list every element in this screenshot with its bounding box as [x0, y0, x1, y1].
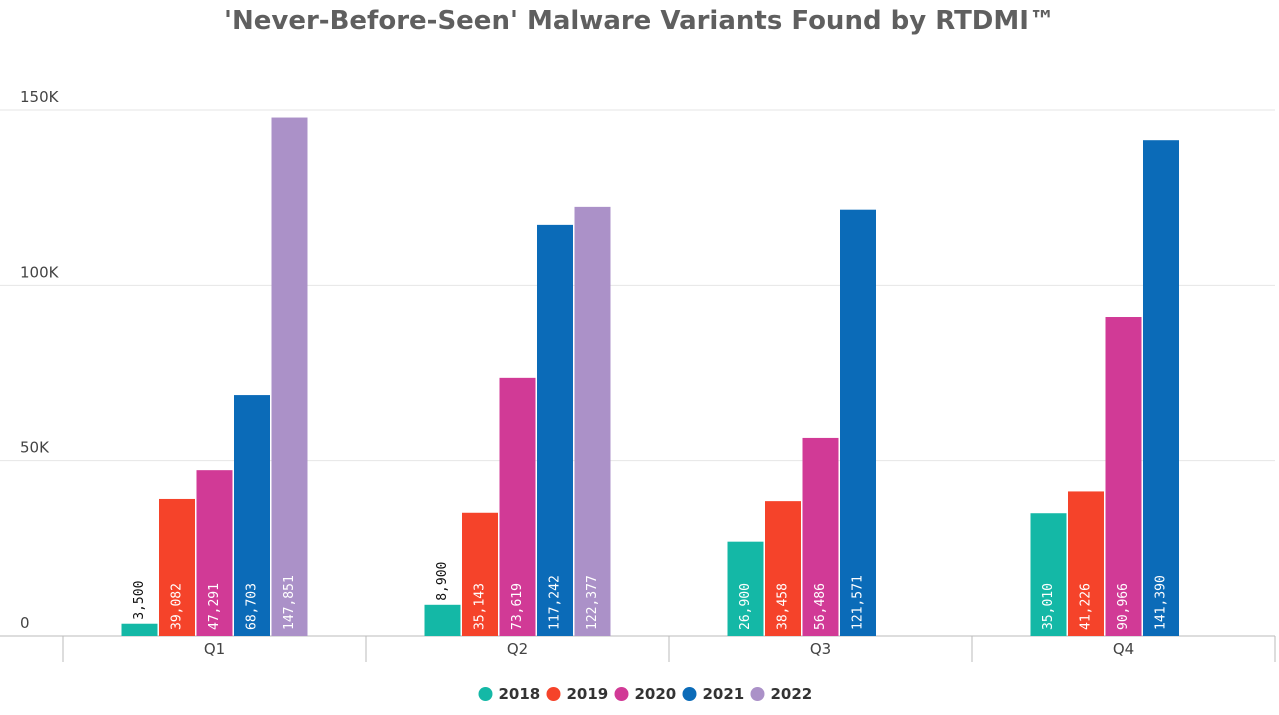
legend-marker-2021: [682, 687, 697, 701]
bar-2019-q2: [462, 512, 498, 636]
bar-2022-q1: [271, 117, 308, 636]
bar-2019-q4: [1068, 491, 1104, 636]
legend-marker-2019: [546, 687, 561, 701]
legend-label-2021: 2021: [703, 685, 745, 703]
bar-2019-q3: [765, 501, 801, 636]
x-tick-label: Q3: [810, 640, 831, 658]
bar-2020-q1: [196, 470, 233, 636]
data-label: 56,486: [813, 583, 828, 630]
bar-2018-q4: [1030, 513, 1067, 636]
legend-label-2020: 2020: [635, 685, 677, 703]
data-label: 121,571: [851, 575, 866, 630]
chart-title: 'Never-Before-Seen' Malware Variants Fou…: [224, 6, 1055, 36]
data-label: 68,703: [245, 583, 260, 630]
x-tick-label: Q1: [204, 640, 225, 658]
data-label: 26,900: [738, 583, 753, 630]
y-tick-label: 0: [20, 614, 30, 632]
bar-2020-q4: [1105, 317, 1142, 636]
bar-2020-q3: [802, 437, 839, 636]
data-label: 8,900: [435, 562, 450, 601]
bar-2019-q1: [159, 498, 195, 636]
legend-marker-2018: [478, 687, 493, 701]
data-label: 117,242: [548, 575, 563, 630]
data-label: 39,082: [170, 583, 185, 630]
bar-2021-q1: [234, 395, 270, 636]
data-label: 3,500: [132, 581, 147, 620]
legend-label-2018: 2018: [499, 685, 541, 703]
data-label: 35,010: [1041, 583, 1056, 630]
legend-label-2022: 2022: [771, 685, 813, 703]
bar-2021-q3: [840, 209, 876, 636]
data-label: 41,226: [1079, 583, 1094, 630]
y-tick-label: 150K: [20, 88, 60, 106]
bar-2021-q4: [1143, 140, 1179, 637]
x-tick-label: Q4: [1113, 640, 1134, 658]
data-label: 38,458: [776, 583, 791, 630]
y-tick-label: 50K: [20, 439, 50, 457]
bar-2020-q2: [499, 377, 536, 636]
y-tick-label: 100K: [20, 263, 60, 281]
data-label: 73,619: [510, 583, 525, 630]
bar-2018-q3: [727, 541, 764, 636]
bar-2018-q2: [424, 604, 461, 636]
bar-2021-q2: [537, 224, 573, 636]
bar-2022-q2: [574, 206, 611, 636]
legend-marker-2020: [614, 687, 629, 701]
data-label: 90,966: [1116, 583, 1131, 630]
data-label: 122,377: [585, 575, 600, 630]
data-label: 147,851: [282, 575, 297, 630]
x-tick-label: Q2: [507, 640, 528, 658]
data-label: 47,291: [207, 583, 222, 630]
data-label: 35,143: [473, 583, 488, 630]
legend-marker-2022: [750, 687, 765, 701]
bar-2018-q1: [121, 623, 158, 636]
legend-label-2019: 2019: [567, 685, 609, 703]
data-label: 141,390: [1154, 575, 1169, 630]
